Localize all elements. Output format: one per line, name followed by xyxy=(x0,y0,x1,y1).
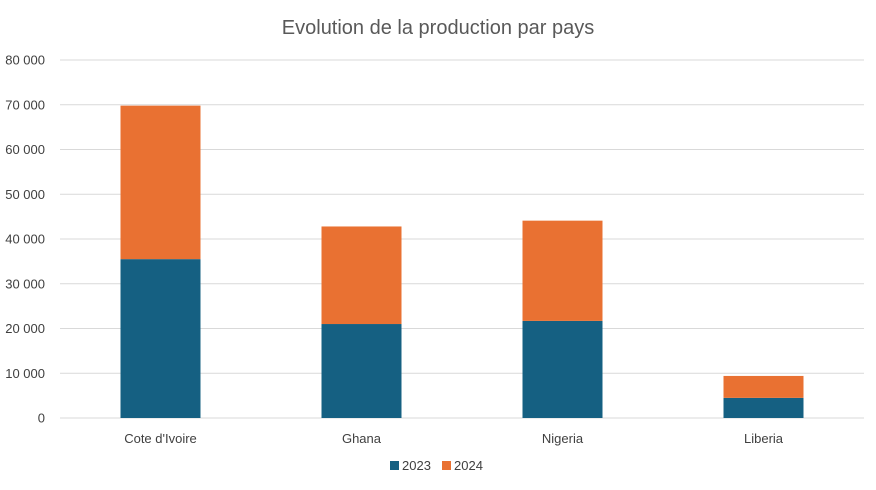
bar-2024-3 xyxy=(723,375,804,398)
bar-2024-0 xyxy=(120,105,201,260)
y-tick-label: 40 000 xyxy=(5,232,45,247)
legend-label: 2023 xyxy=(402,458,431,473)
legend-swatch-2023 xyxy=(390,461,399,470)
x-category-label: Nigeria xyxy=(542,431,584,446)
bar-2024-2 xyxy=(522,220,603,321)
bar-2024-1 xyxy=(321,226,402,325)
y-tick-label: 20 000 xyxy=(5,321,45,336)
bars xyxy=(120,105,804,418)
y-tick-label: 30 000 xyxy=(5,276,45,291)
x-category-label: Cote d'Ivoire xyxy=(124,431,197,446)
y-tick-label: 60 000 xyxy=(5,142,45,157)
legend-swatch-2024 xyxy=(442,461,451,470)
bar-2023-3 xyxy=(723,397,804,418)
y-tick-label: 80 000 xyxy=(5,53,45,68)
y-tick-label: 10 000 xyxy=(5,366,45,381)
x-category-label: Liberia xyxy=(744,431,784,446)
bar-2023-0 xyxy=(120,259,201,418)
x-axis-categories: Cote d'Ivoire Ghana Nigeria Liberia xyxy=(124,431,784,446)
legend-label: 2024 xyxy=(454,458,483,473)
bar-2023-2 xyxy=(522,320,603,418)
y-tick-label: 0 xyxy=(38,411,45,426)
y-tick-label: 70 000 xyxy=(5,97,45,112)
x-category-label: Ghana xyxy=(342,431,382,446)
y-tick-label: 50 000 xyxy=(5,187,45,202)
y-axis-ticks: 0 10 000 20 000 30 000 40 000 50 000 60 000 70 … xyxy=(5,53,45,426)
legend: 2023 2024 xyxy=(390,458,483,473)
bar-2023-1 xyxy=(321,324,402,418)
chart-title: Evolution de la production par pays xyxy=(282,17,594,39)
